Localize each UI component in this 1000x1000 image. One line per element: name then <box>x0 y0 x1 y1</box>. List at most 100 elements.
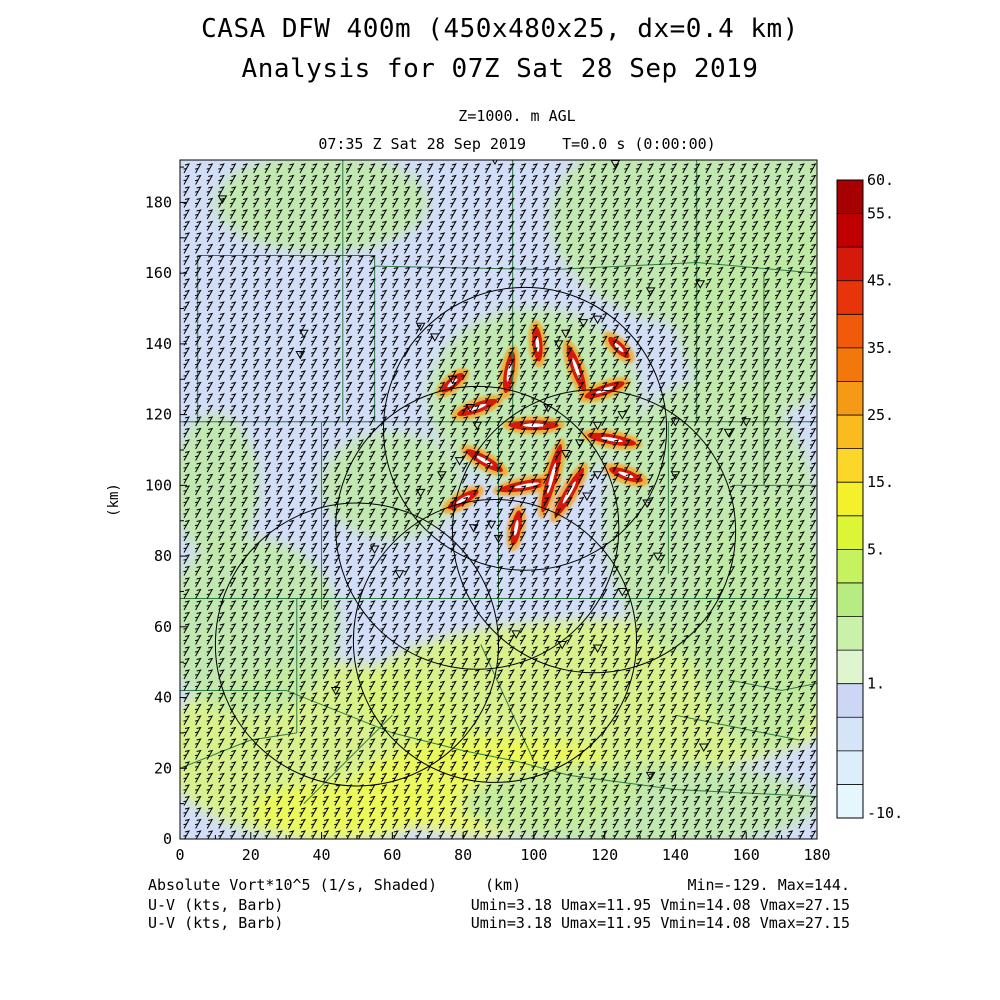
colorbar-swatch <box>837 347 863 382</box>
station-marker <box>652 552 663 562</box>
county-line <box>675 714 800 741</box>
colorbar-swatch <box>837 582 863 618</box>
y-tick-label: 120 <box>145 406 172 424</box>
station-marker <box>415 488 426 498</box>
station-marker <box>429 333 440 342</box>
colorbar-swatch <box>837 549 863 584</box>
station-marker <box>298 329 309 339</box>
y-tick-label: 0 <box>163 830 172 848</box>
county-line <box>180 689 817 798</box>
station-marker <box>543 404 553 413</box>
vorticity-patch <box>693 503 817 751</box>
colorbar-label: 5. <box>867 540 885 558</box>
streak-center <box>468 403 487 412</box>
station-marker <box>578 319 589 328</box>
station-marker <box>592 315 603 325</box>
colorbar-swatch <box>837 381 863 416</box>
x-tick-label: 80 <box>454 846 472 864</box>
title-line-2: Analysis for 07Z Sat 28 Sep 2019 <box>241 54 759 84</box>
colorbar-label: 35. <box>867 339 894 357</box>
station-marker <box>617 411 628 420</box>
station-marker <box>465 404 476 413</box>
streak-center <box>514 482 540 489</box>
field-minmax: Min=-129. Max=144. <box>687 876 850 894</box>
valid-time-label: 07:35 Z Sat 28 Sep 2019 T=0.0 s (0:00:00… <box>318 135 716 153</box>
station-marker <box>670 471 681 480</box>
station-marker <box>560 450 571 459</box>
streak-center <box>513 519 519 536</box>
vorticity-patch <box>463 761 817 839</box>
y-tick-label: 80 <box>154 547 172 565</box>
y-tick-label: 60 <box>154 618 172 636</box>
colorbar-swatch <box>837 616 863 651</box>
y-tick-label: 160 <box>145 264 172 282</box>
streak-center <box>618 471 634 478</box>
streak-center <box>572 358 581 380</box>
station-marker <box>698 743 709 753</box>
station-marker <box>592 644 603 654</box>
colorbar-swatch <box>837 683 863 718</box>
vorticity-patch <box>321 432 464 539</box>
vector-stats-2: Umin=3.18 Umax=11.95 Vmin=14.08 Vmax=27.… <box>470 914 850 932</box>
level-label: Z=1000. m AGL <box>458 107 576 125</box>
station-marker <box>645 771 656 781</box>
vorticity-patch <box>250 782 428 839</box>
y-tick-label: 100 <box>145 476 172 494</box>
x-tick-label: 60 <box>383 846 401 864</box>
title-line-1: CASA DFW 400m (450x480x25, dx=0.4 km) <box>201 14 799 44</box>
station-marker <box>468 524 479 533</box>
x-tick-label: 160 <box>733 846 760 864</box>
radar-ring <box>451 389 737 674</box>
county-line <box>728 679 817 691</box>
x-tick-label: 120 <box>591 846 618 864</box>
station-marker <box>617 587 628 597</box>
county-line <box>180 732 297 769</box>
radar-ring <box>214 502 500 787</box>
colorbar: 60. 55. 45. 35. 25. 15. 5. 1. -10. <box>836 171 903 822</box>
colorbar-swatch <box>837 750 863 785</box>
station-marker <box>557 640 568 650</box>
field-description: Absolute Vort*10^5 (1/s, Shaded) <box>148 876 437 894</box>
wind-barbs <box>183 163 817 839</box>
vorticity-streak <box>503 416 565 435</box>
x-tick-label: 40 <box>313 846 331 864</box>
station-markers <box>217 160 752 781</box>
x-tick-label: 20 <box>242 846 260 864</box>
colorbar-label: 15. <box>867 473 894 491</box>
vorticity-patch <box>215 160 428 252</box>
x-tick-label: 140 <box>662 846 689 864</box>
vorticity-streak <box>451 394 504 421</box>
colorbar-swatch <box>837 314 863 349</box>
streak-center <box>562 481 576 504</box>
colorbar-frame <box>836 179 864 819</box>
vorticity-streak <box>550 462 589 523</box>
vorticity-patch <box>427 308 641 486</box>
vector-label-2: U-V (kts, Barb) <box>148 914 284 932</box>
station-marker <box>695 280 706 289</box>
station-marker <box>493 534 504 544</box>
station-marker <box>592 421 603 431</box>
streak-center <box>522 423 546 428</box>
wind-barb-field <box>183 163 817 839</box>
station-marker <box>645 287 656 296</box>
station-marker <box>560 329 571 339</box>
colorbar-swatch <box>837 448 863 483</box>
colorbar-swatch <box>837 213 863 248</box>
colorbar-label: 60. <box>867 171 894 189</box>
colorbar-label: 25. <box>867 406 894 424</box>
colorbar-swatch <box>837 515 863 550</box>
station-marker <box>472 421 483 431</box>
colorbar-label: 45. <box>867 272 894 290</box>
colorbar-swatch <box>837 247 863 282</box>
streak-center <box>547 462 557 494</box>
colorbar-swatch <box>837 280 863 315</box>
y-tick-label: 20 <box>154 759 172 777</box>
station-marker <box>642 499 652 509</box>
station-marker <box>592 471 603 480</box>
x-tick-label: 0 <box>175 846 184 864</box>
station-marker <box>511 630 522 639</box>
station-marker <box>670 418 681 427</box>
station-marker <box>575 439 585 448</box>
station-marker <box>394 570 405 579</box>
station-marker <box>610 160 621 169</box>
